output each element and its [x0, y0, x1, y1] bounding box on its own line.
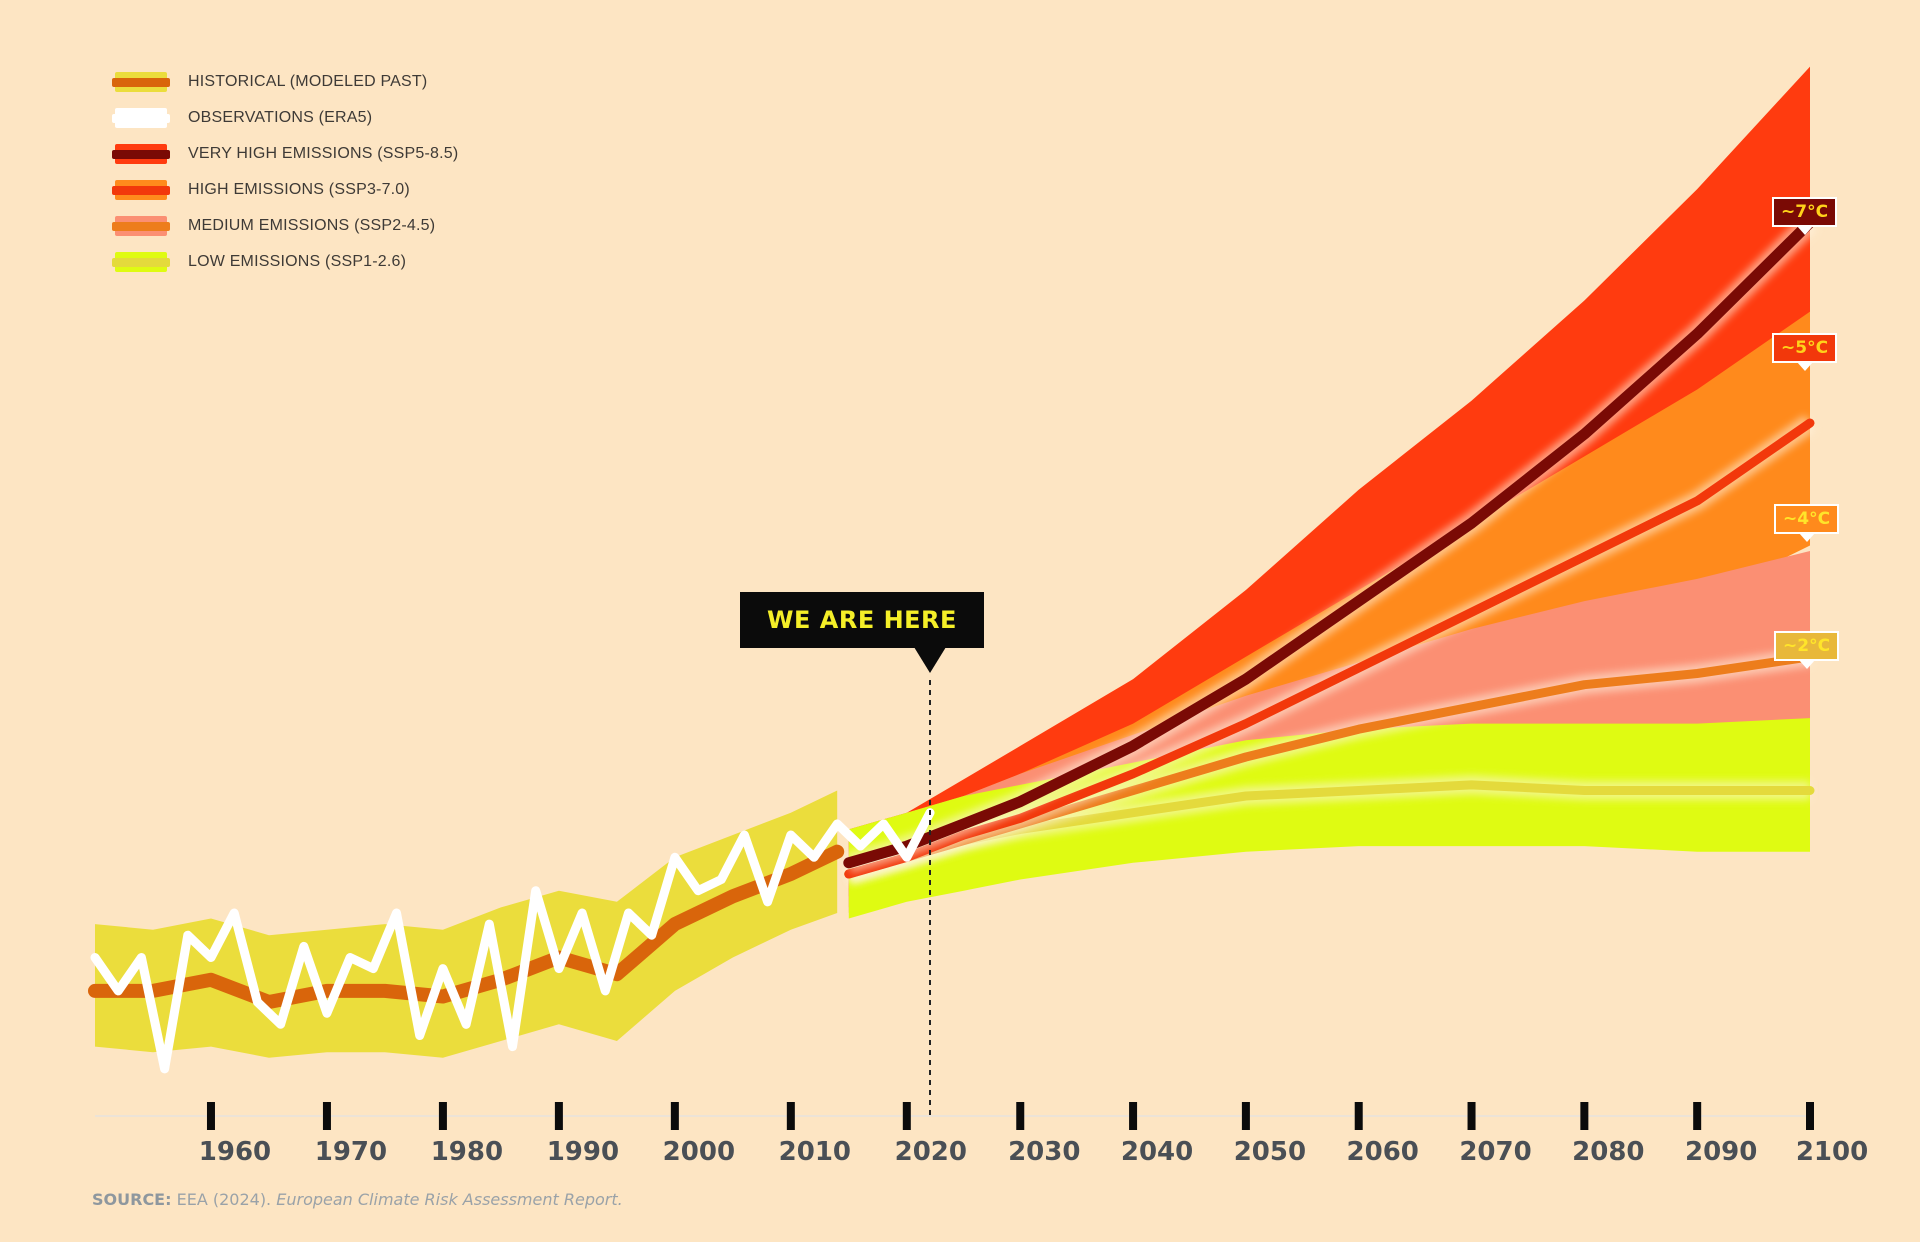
x-tick-label: 2040 — [1121, 1137, 1193, 1167]
x-tick-mark — [1693, 1102, 1702, 1130]
x-tick-label: 2080 — [1572, 1137, 1644, 1167]
x-tick-mark — [1241, 1102, 1250, 1130]
end-label-ssp585-pointer — [1796, 226, 1813, 235]
end-label-ssp370-pointer — [1796, 362, 1813, 371]
x-tick-label: 2060 — [1347, 1137, 1419, 1167]
end-label-ssp585: ~7°C — [1772, 197, 1838, 235]
end-label-ssp126-pointer — [1798, 660, 1815, 669]
x-tick-mark — [1129, 1102, 1138, 1130]
end-label-ssp126: ~2°C — [1774, 631, 1840, 669]
end-label-ssp245-text: ~4°C — [1783, 509, 1831, 529]
observations-swatch — [112, 106, 170, 130]
we-are-here-label: WE ARE HERE — [767, 606, 957, 634]
legend-label: HISTORICAL (MODELED PAST) — [188, 73, 428, 90]
x-tick-mark — [1806, 1102, 1814, 1130]
historical-band — [95, 790, 838, 1058]
x-tick-label: 2050 — [1234, 1137, 1306, 1167]
end-label-ssp245: ~4°C — [1774, 504, 1840, 542]
x-tick-label: 1990 — [547, 1137, 619, 1167]
ssp370-swatch — [112, 178, 170, 202]
legend-item: OBSERVATIONS (ERA5) — [112, 100, 458, 136]
end-label-ssp370-text: ~5°C — [1781, 338, 1829, 358]
x-tick-mark — [1580, 1102, 1589, 1130]
legend-item: HIGH EMISSIONS (SSP3-7.0) — [112, 172, 458, 208]
x-tick-label: 2100 — [1796, 1137, 1868, 1167]
end-label-ssp126-text: ~2°C — [1783, 636, 1831, 656]
x-tick-mark — [902, 1102, 911, 1130]
legend-label: OBSERVATIONS (ERA5) — [188, 109, 373, 126]
end-label-ssp370: ~5°C — [1772, 333, 1838, 371]
ssp585-median-line — [843, 217, 1816, 869]
x-tick-label: 2070 — [1459, 1137, 1531, 1167]
x-tick-mark — [786, 1102, 795, 1130]
legend-label: LOW EMISSIONS (SSP1-2.6) — [188, 253, 407, 270]
x-tick-label: 2010 — [779, 1137, 851, 1167]
legend-item: HISTORICAL (MODELED PAST) — [112, 64, 458, 100]
ssp126-swatch — [112, 250, 170, 274]
x-tick-label: 2090 — [1685, 1137, 1757, 1167]
x-tick-label: 1960 — [199, 1137, 271, 1167]
legend-item: MEDIUM EMISSIONS (SSP2-4.5) — [112, 208, 458, 244]
chart-legend: HISTORICAL (MODELED PAST) OBSERVATIONS (E… — [112, 64, 458, 280]
x-tick-label: 1970 — [315, 1137, 387, 1167]
end-label-ssp585-text: ~7°C — [1781, 202, 1829, 222]
source-note: SOURCE: EEA (2024). European Climate Ris… — [92, 1190, 623, 1209]
x-tick-label: 2000 — [663, 1137, 735, 1167]
end-label-ssp245-pointer — [1798, 533, 1815, 542]
legend-item: LOW EMISSIONS (SSP1-2.6) — [112, 244, 458, 280]
x-tick-mark — [1467, 1102, 1476, 1130]
x-tick-mark — [1354, 1102, 1363, 1130]
legend-item: VERY HIGH EMISSIONS (SSP5-8.5) — [112, 136, 458, 172]
ssp245-swatch — [112, 214, 170, 238]
ssp585-swatch — [112, 142, 170, 166]
x-tick-label: 1980 — [431, 1137, 503, 1167]
x-tick-label: 2020 — [895, 1137, 967, 1167]
x-tick-mark — [438, 1102, 447, 1130]
x-tick-label: 2030 — [1008, 1137, 1080, 1167]
legend-label: MEDIUM EMISSIONS (SSP2-4.5) — [188, 217, 436, 234]
we-are-here-callout: WE ARE HERE — [740, 592, 984, 648]
x-tick-mark — [1016, 1102, 1025, 1130]
source-text: EEA (2024). — [171, 1190, 277, 1209]
x-tick-mark — [670, 1102, 679, 1130]
legend-label: VERY HIGH EMISSIONS (SSP5-8.5) — [188, 145, 459, 162]
we-are-here-pointer — [914, 647, 946, 673]
x-tick-mark — [554, 1102, 563, 1130]
source-prefix: SOURCE: — [92, 1190, 172, 1209]
historical-swatch — [112, 70, 170, 94]
source-title: European Climate Risk Assessment Report. — [276, 1190, 623, 1209]
observations-line — [90, 808, 935, 1074]
x-tick-mark — [322, 1102, 331, 1130]
legend-label: HIGH EMISSIONS (SSP3-7.0) — [188, 181, 410, 198]
x-tick-mark — [206, 1102, 215, 1130]
ssp126-band — [848, 718, 1810, 919]
